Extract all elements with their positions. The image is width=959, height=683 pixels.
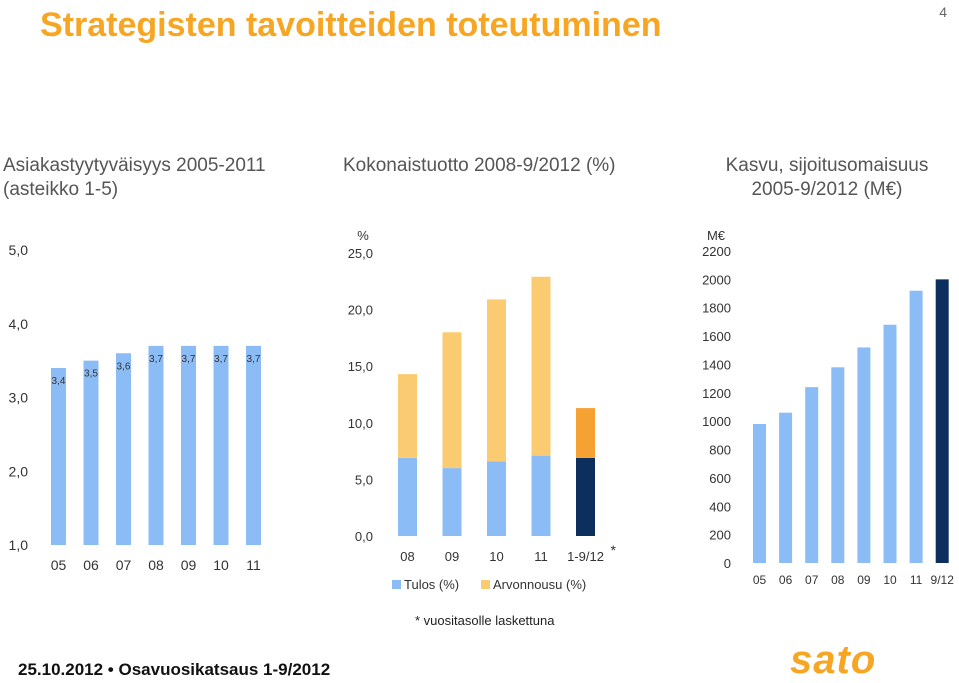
- chart1-bar: [148, 345, 164, 545]
- chart3-ytick: 600: [709, 471, 731, 486]
- chart2-xtick-marker: *: [611, 542, 617, 558]
- chart1-ytick: 5,0: [9, 242, 29, 258]
- chart1-data-label: 3,7: [247, 354, 261, 365]
- chart3-ytick: 1600: [702, 329, 731, 344]
- chart2-xtick: 10: [489, 549, 503, 564]
- chart1-title: Asiakastyytyväisyys 2005-2011 (asteikko …: [3, 155, 266, 200]
- chart1-xtick: 10: [213, 557, 229, 573]
- chart3-ytick: 400: [709, 499, 731, 514]
- chart2-bar-tulos: [531, 455, 551, 536]
- chart2-bar-arvonnousu: [442, 332, 462, 469]
- chart3-ytick: 0: [724, 556, 731, 571]
- chart1-xtick: 09: [181, 557, 197, 573]
- chart1-data-label: 3,7: [149, 354, 163, 365]
- chart2-bar-tulos: [398, 457, 417, 536]
- chart3-ytick: 1200: [702, 386, 731, 401]
- chart2-legend-tulos: Tulos (%): [404, 577, 459, 592]
- chart3-xtick: 05: [753, 573, 767, 587]
- chart2-ytick: 5,0: [355, 472, 373, 487]
- chart1-bar: [181, 345, 196, 545]
- chart2-legend-swatch-tulos: [392, 580, 401, 589]
- chart1-xtick: 11: [246, 557, 261, 573]
- chart2-ytick: 25,0: [348, 246, 373, 261]
- chart3-xtick: 10: [883, 573, 897, 587]
- chart3-ytick: 800: [709, 443, 731, 458]
- page-title: Strategisten tavoitteiden toteutuminen: [40, 6, 662, 44]
- chart3-xtick: 07: [805, 573, 819, 587]
- chart1-data-label: 3,6: [117, 361, 131, 372]
- chart2-legend-swatch-arvonnousu: [481, 580, 490, 589]
- chart3-ytick: 1800: [702, 301, 731, 316]
- chart2-ylabel: %: [357, 228, 369, 243]
- chart1-xtick: 08: [148, 557, 164, 573]
- chart3-bar: [753, 424, 766, 563]
- chart3-xtick: 09: [857, 573, 871, 587]
- chart3-ytick: 1000: [702, 414, 731, 429]
- chart3-bar: [909, 290, 923, 563]
- chart2-xtick: 09: [445, 549, 459, 564]
- chart3-bar: [831, 367, 845, 563]
- chart2-bar-tulos: [487, 461, 506, 536]
- chart1-bar: [213, 345, 229, 545]
- chart3-bar: [883, 324, 897, 563]
- chart1-xtick: 05: [51, 557, 67, 573]
- chart3-ytick: 2200: [702, 244, 731, 259]
- page-number: 4: [939, 4, 947, 20]
- chart1-bar: [116, 353, 131, 545]
- chart1-data-label: 3,5: [84, 369, 98, 380]
- footnote: * vuositasolle laskettuna: [415, 613, 555, 628]
- chart2-xtick: 08: [400, 549, 414, 564]
- chart1-ytick: 1,0: [9, 537, 29, 553]
- sato-logo: sato: [790, 638, 877, 682]
- chart3-xtick: 11: [910, 573, 923, 587]
- chart3-xtick: 06: [779, 573, 793, 587]
- chart3-xtick: 08: [831, 573, 845, 587]
- chart2-ytick: 0,0: [355, 529, 373, 544]
- chart3-bar: [857, 347, 871, 563]
- chart2-legend-arvonnousu: Arvonnousu (%): [493, 577, 586, 592]
- chart2-ytick: 15,0: [348, 359, 373, 374]
- chart3-title: Kasvu, sijoitusomaisuus 2005-9/2012 (M€): [725, 155, 929, 200]
- chart2-ytick: 10,0: [348, 416, 373, 431]
- footer-date-title: 25.10.2012 • Osavuosikatsaus 1-9/2012: [18, 660, 331, 679]
- chart2-xtick: 11: [534, 549, 548, 564]
- chart1-bar: [246, 345, 261, 545]
- chart2-bar-tulos: [442, 468, 462, 536]
- chart1-xtick: 07: [116, 557, 132, 573]
- chart3-ytick: 1400: [702, 357, 731, 372]
- chart3-ylabel: M€: [707, 228, 726, 243]
- chart3-ytick: 2000: [702, 272, 731, 287]
- chart2-bar-arvonnousu: [398, 374, 417, 458]
- chart1-data-label: 3,7: [182, 354, 196, 365]
- chart1-ytick: 2,0: [9, 463, 29, 479]
- chart1-ytick: 3,0: [9, 390, 29, 406]
- chart1-data-label: 3,4: [52, 376, 66, 387]
- chart2-title: Kokonaistuotto 2008-9/2012 (%): [343, 155, 616, 176]
- chart3-ytick: 200: [709, 528, 731, 543]
- chart1-data-label: 3,7: [214, 354, 228, 365]
- chart2-ytick: 20,0: [348, 303, 373, 318]
- chart3-bar: [779, 412, 793, 563]
- chart1-ytick: 4,0: [9, 316, 29, 332]
- chart2-bar-arvonnousu: [531, 276, 551, 456]
- chart1-bar: [83, 360, 99, 545]
- chart1-bar: [51, 368, 66, 545]
- chart3-bar: [935, 279, 949, 563]
- chart3-xtick: 9/12: [931, 573, 955, 587]
- chart2-bar-arvonnousu: [576, 408, 595, 458]
- chart2-bar-tulos: [576, 457, 595, 536]
- chart2-xtick: 1-9/12: [567, 549, 604, 564]
- chart3-bar: [805, 387, 819, 563]
- chart1-xtick: 06: [83, 557, 99, 573]
- chart2-bar-arvonnousu: [487, 299, 506, 462]
